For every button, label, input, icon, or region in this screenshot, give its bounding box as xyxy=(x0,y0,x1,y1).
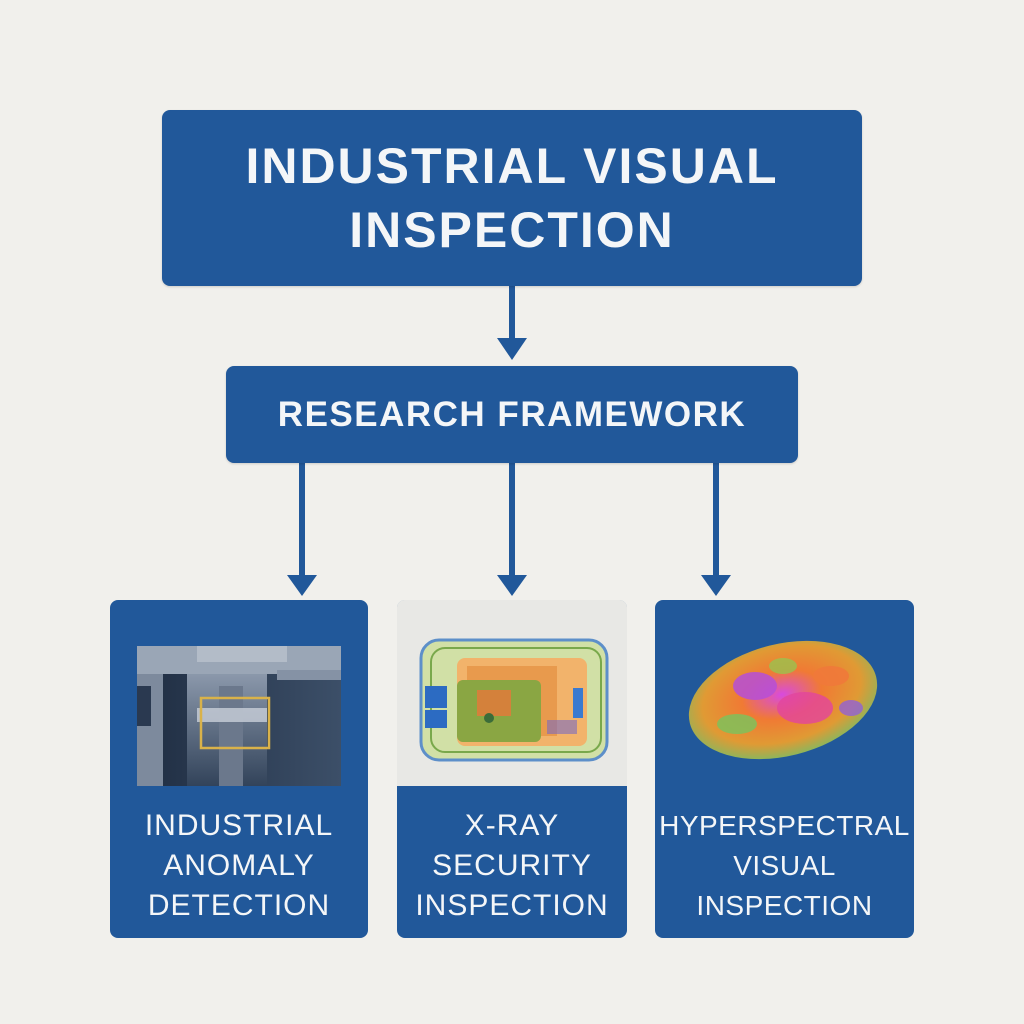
root-node-label: INDUSTRIAL VISUAL INSPECTION xyxy=(245,138,779,258)
arrowhead-branch-2 xyxy=(497,575,527,596)
arrowhead-branch-3 xyxy=(701,575,731,596)
industrial-xray-part-image xyxy=(137,646,341,786)
xray-baggage-scan-image xyxy=(397,600,627,786)
branch-label-xray-security: X-RAY SECURITY INSPECTION xyxy=(415,809,609,922)
branch-node-industrial-anomaly: INDUSTRIAL ANOMALY DETECTION xyxy=(110,600,368,938)
framework-node: RESEARCH FRAMEWORK xyxy=(226,366,798,463)
framework-node-label: RESEARCH FRAMEWORK xyxy=(277,394,747,434)
arrowhead-root-to-framework xyxy=(497,338,527,360)
hyperspectral-grain-image xyxy=(655,600,914,786)
arrowhead-branch-1 xyxy=(287,575,317,596)
branch-label-hyperspectral: HYPERSPECTRAL VISUAL INSPECTION xyxy=(659,810,910,921)
branch-label-industrial-anomaly: INDUSTRIAL ANOMALY DETECTION xyxy=(144,809,334,922)
branch-node-xray-security: X-RAY SECURITY INSPECTION xyxy=(397,600,627,938)
branch-node-hyperspectral: HYPERSPECTRAL VISUAL INSPECTION xyxy=(655,600,914,938)
root-node: INDUSTRIAL VISUAL INSPECTION xyxy=(162,110,862,286)
